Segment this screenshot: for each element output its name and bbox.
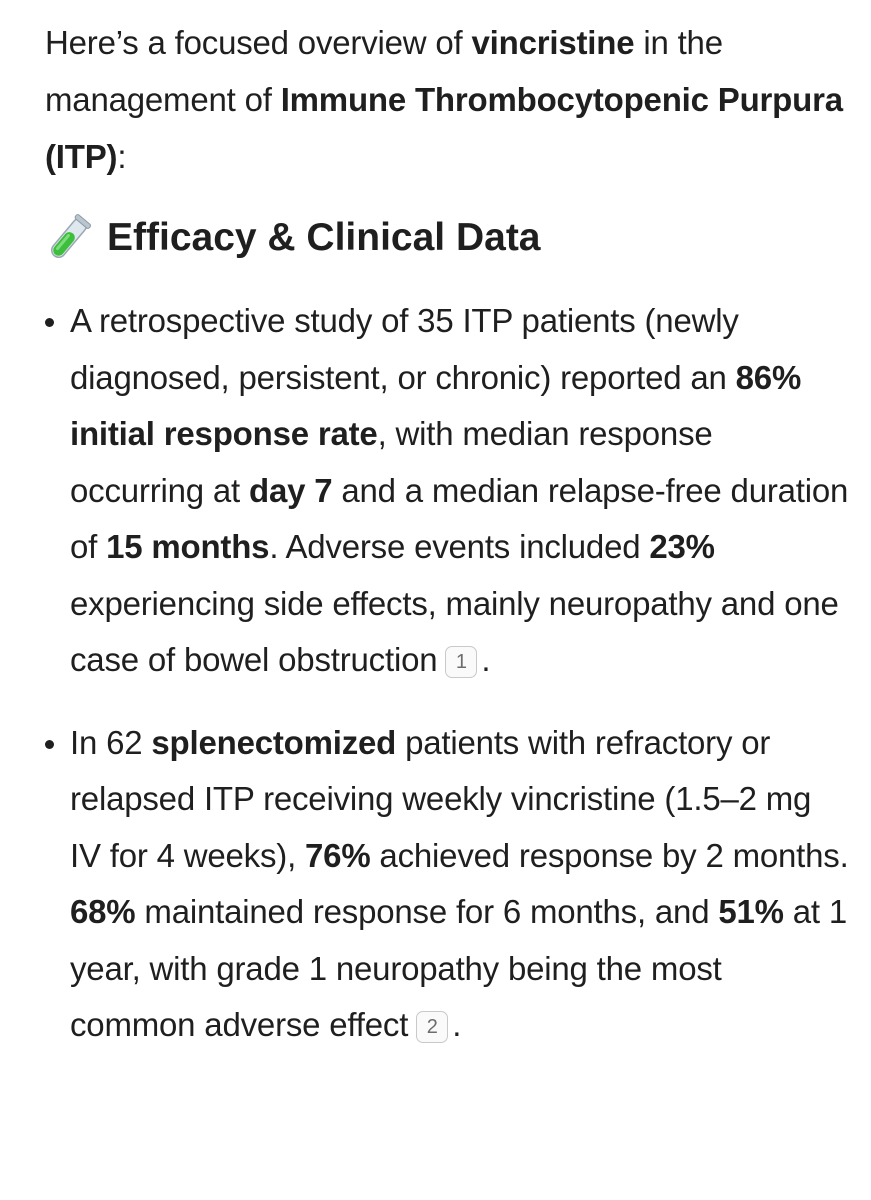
intro-paragraph: Here’s a focused overview of vincristine… — [45, 14, 850, 185]
intro-text-2: in the management of — [45, 24, 723, 118]
citation-badge[interactable]: 2 — [416, 1011, 449, 1043]
findings-list: A retrospective study of 35 ITP patients… — [45, 293, 850, 1054]
section-title: Efficacy & Clinical Data — [107, 216, 541, 259]
drug-name: vincristine — [471, 24, 635, 61]
section-heading: Efficacy & Clinical Data — [45, 213, 850, 263]
test-tube-icon — [45, 214, 93, 262]
intro-text-1: Here’s a focused overview of — [45, 24, 472, 61]
condition-name: Immune Thrombocytopenic Purpura (ITP) — [45, 81, 843, 175]
list-item: A retrospective study of 35 ITP patients… — [45, 293, 850, 689]
list-item: In 62 splenectomized patients with refra… — [45, 715, 850, 1054]
intro-text-3: : — [117, 138, 127, 175]
citation-badge[interactable]: 1 — [445, 646, 478, 678]
message-content: Here’s a focused overview of vincristine… — [45, 14, 850, 1080]
